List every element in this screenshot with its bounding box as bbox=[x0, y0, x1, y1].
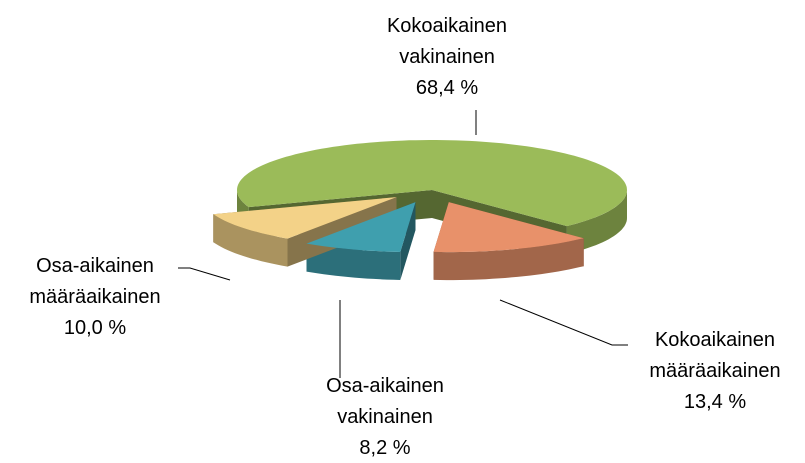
category-label: määräaikainen bbox=[649, 360, 780, 382]
slice bbox=[213, 197, 397, 239]
slice-wall bbox=[213, 214, 288, 267]
value-label: 8,2 % bbox=[359, 437, 410, 459]
leader-line bbox=[499, 299, 628, 346]
slice bbox=[306, 202, 416, 252]
category-label: vakinainen bbox=[337, 406, 433, 428]
value-label: 10,0 % bbox=[64, 317, 126, 339]
category-label: määräaikainen bbox=[29, 286, 160, 308]
slice bbox=[433, 202, 584, 253]
slice-wall bbox=[306, 243, 401, 280]
category-label: Osa-aikainen bbox=[326, 375, 444, 397]
slice-wall bbox=[433, 238, 584, 281]
category-label: vakinainen bbox=[399, 46, 495, 68]
category-label: Kokoaikainen bbox=[387, 15, 507, 37]
slice bbox=[237, 140, 627, 227]
value-label: 68,4 % bbox=[416, 77, 478, 99]
category-label: Kokoaikainen bbox=[655, 329, 775, 351]
value-label: 13,4 % bbox=[684, 391, 746, 413]
category-label: Osa-aikainen bbox=[36, 255, 154, 277]
leader-line bbox=[178, 267, 231, 281]
